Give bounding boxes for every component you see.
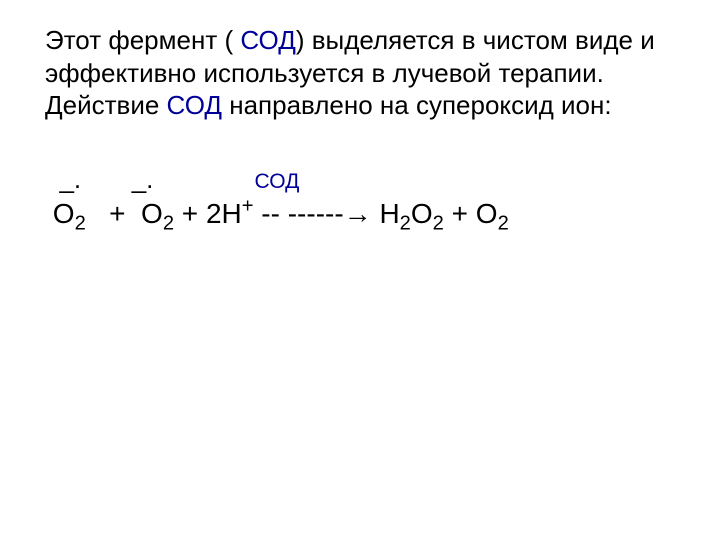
eq-plus: + О [444,198,498,229]
eq-pre: О [45,198,75,229]
eq-sub5: 2 [498,212,509,234]
eq-sub1: 2 [75,212,86,234]
equation-row: О2 + О2 + 2Н+ -- ------→ Н2О2 + О2 [45,197,680,231]
sod-ref-2: СОД [167,90,222,120]
eq-mid1: + О [86,198,163,229]
eq-sup1: + [242,195,254,217]
eq-o1: О [411,198,433,229]
sod-ref-1: СОД [240,25,295,55]
sod-reaction-label: СОД [255,170,300,193]
para-part3: направлено на супероксид ион: [222,90,612,120]
eq-mid2: + 2Н [174,198,242,229]
radical-dots: _. _. [45,164,255,194]
intro-paragraph: Этот фермент ( СОД) выделяется в чистом … [45,24,680,122]
equation-annotation-row: _. _. СОД [45,164,680,195]
eq-sub2: 2 [163,212,174,234]
eq-sub3: 2 [400,212,411,234]
eq-arrow: -- ------→ Н [254,198,400,229]
para-part1: Этот фермент ( [45,25,240,55]
eq-sub4: 2 [433,212,444,234]
